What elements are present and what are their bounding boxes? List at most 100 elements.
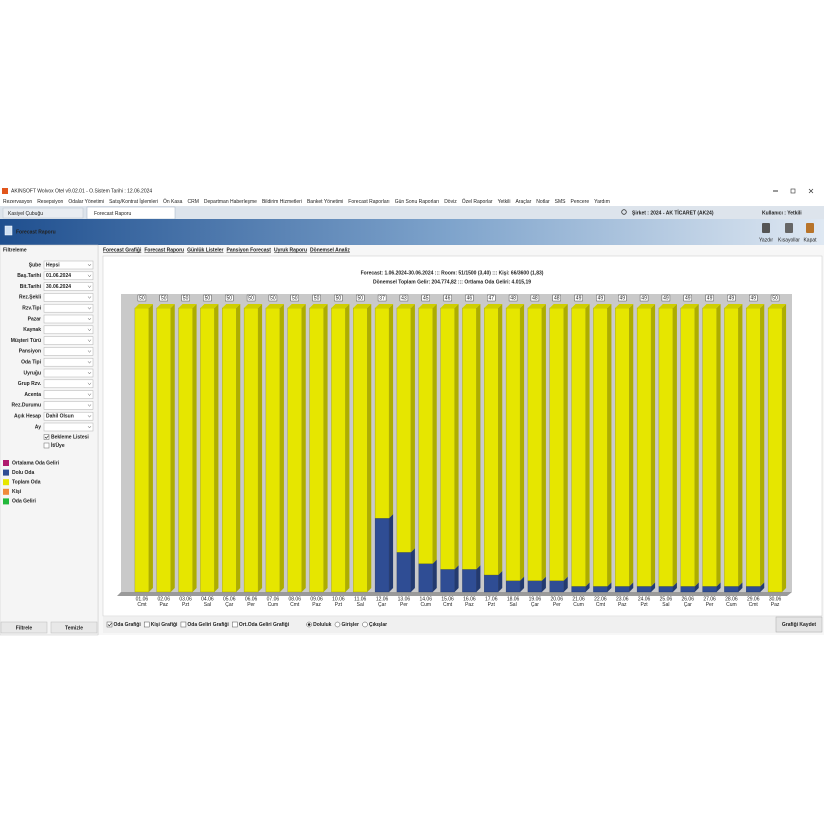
toolbar-icon[interactable] bbox=[762, 223, 770, 233]
bar-top bbox=[178, 304, 197, 308]
filter-input[interactable] bbox=[43, 347, 94, 356]
maximize[interactable] bbox=[790, 188, 796, 194]
toolbar-button[interactable]: Kapat bbox=[803, 237, 817, 243]
dropdown-arrow[interactable] bbox=[87, 361, 92, 364]
menu-item[interactable]: Özel Raporlar bbox=[462, 198, 493, 205]
search-icon[interactable] bbox=[621, 209, 627, 215]
dropdown-arrow[interactable] bbox=[87, 382, 92, 386]
menu-item[interactable]: SMS bbox=[555, 199, 567, 205]
menu-item[interactable]: Forecast Raporları bbox=[348, 199, 389, 205]
toolbar-button[interactable]: Yazdır bbox=[759, 237, 773, 243]
value-label: 50 bbox=[139, 295, 145, 301]
menu-item[interactable]: Resepsiyon bbox=[37, 199, 63, 205]
menu-item[interactable]: Ön Kasa bbox=[163, 198, 183, 205]
close[interactable] bbox=[808, 188, 814, 194]
menu-item[interactable]: Departman Haberleşme bbox=[204, 199, 257, 205]
menu-item[interactable]: Notlar bbox=[536, 199, 550, 205]
dropdown-arrow[interactable] bbox=[87, 404, 92, 407]
sidebar-button-label[interactable]: Temizle bbox=[65, 625, 83, 631]
dropdown-arrow[interactable] bbox=[87, 415, 92, 418]
subtab[interactable]: Forecast Raporu bbox=[144, 247, 184, 253]
filter-input[interactable] bbox=[43, 411, 94, 421]
tab-label[interactable]: Kasiyel Çubuğu bbox=[8, 211, 43, 217]
checkbox-label[interactable]: Oda Grafiği bbox=[114, 622, 142, 628]
radio-dot bbox=[307, 623, 311, 626]
filter-input[interactable] bbox=[43, 422, 94, 432]
toolbar-icon[interactable] bbox=[785, 223, 793, 233]
filter-input[interactable] bbox=[43, 271, 94, 281]
filter-input[interactable] bbox=[43, 314, 94, 324]
filter-input[interactable] bbox=[43, 379, 94, 389]
filter-input[interactable] bbox=[43, 282, 94, 291]
sidebar-button-label[interactable]: Filtrele bbox=[16, 625, 33, 631]
subtab[interactable]: Pansiyon Forecast bbox=[227, 247, 272, 253]
filter-input[interactable] bbox=[43, 336, 94, 345]
radio-label[interactable]: Çıkışlar bbox=[369, 622, 387, 628]
dropdown-arrow[interactable] bbox=[87, 393, 92, 397]
radio-label[interactable]: Girişler bbox=[341, 622, 359, 628]
sidebar-button[interactable] bbox=[0, 621, 48, 634]
radio[interactable] bbox=[334, 621, 341, 628]
checkbox[interactable] bbox=[180, 621, 187, 628]
checkbox-label[interactable]: İt/Üye bbox=[51, 442, 65, 449]
menu-item[interactable]: CRM bbox=[187, 199, 198, 205]
dropdown-arrow[interactable] bbox=[87, 274, 92, 278]
subtab[interactable]: Günlük Listeler bbox=[187, 247, 223, 253]
toolbar-button[interactable]: Kısayollar bbox=[778, 237, 800, 243]
value-label-box bbox=[225, 294, 234, 302]
filter-input[interactable] bbox=[43, 293, 94, 302]
menu-item[interactable]: Yetkili bbox=[498, 199, 511, 205]
menu-item[interactable]: Gün Sonu Raporları bbox=[395, 199, 439, 205]
menu-item[interactable]: Döviz bbox=[444, 199, 457, 205]
menu-item[interactable]: Banket Yönetimi bbox=[307, 199, 343, 205]
tab[interactable] bbox=[2, 207, 84, 219]
save-button[interactable] bbox=[775, 616, 823, 633]
dropdown-arrow[interactable] bbox=[87, 285, 92, 289]
menu-item[interactable]: Yardım bbox=[594, 199, 610, 205]
filter-input[interactable] bbox=[43, 368, 94, 378]
dropdown-arrow[interactable] bbox=[87, 263, 92, 267]
dropdown-arrow[interactable] bbox=[87, 296, 92, 299]
bar-side bbox=[694, 304, 699, 587]
dropdown-arrow[interactable] bbox=[87, 339, 92, 343]
subtab[interactable]: Dönemsel Analiz bbox=[310, 247, 350, 253]
save-button-label[interactable]: Grafiği Kaydet bbox=[782, 622, 817, 628]
menu-item[interactable]: Satış/Kontrat İşlemleri bbox=[109, 198, 158, 205]
filter-input[interactable] bbox=[43, 401, 94, 410]
filter-label: Rzv.Tipi bbox=[22, 306, 41, 312]
menu-item[interactable]: Odalar Yönetimi bbox=[68, 199, 104, 205]
checkbox-label[interactable]: Bekleme Listesi bbox=[51, 434, 89, 440]
dropdown-arrow[interactable] bbox=[87, 371, 92, 375]
checkbox-label[interactable]: Oda Geliri Grafiği bbox=[187, 622, 229, 628]
filter-input[interactable] bbox=[43, 325, 94, 335]
dropdown-arrow[interactable] bbox=[87, 328, 92, 332]
bar-top bbox=[265, 304, 284, 308]
toolbar-icon[interactable] bbox=[806, 223, 814, 233]
filter-input[interactable] bbox=[43, 260, 94, 270]
checkbox[interactable] bbox=[43, 442, 50, 449]
checkbox[interactable] bbox=[106, 621, 113, 628]
filter-input[interactable] bbox=[43, 303, 94, 313]
checkbox[interactable] bbox=[143, 621, 150, 628]
radio[interactable] bbox=[362, 621, 368, 628]
menu-item[interactable]: Pencere bbox=[570, 199, 589, 205]
sidebar-button[interactable] bbox=[50, 621, 98, 634]
menu-item[interactable]: Araçlar bbox=[515, 199, 531, 205]
tab-label[interactable]: Forecast Raporu bbox=[94, 211, 131, 217]
filter-input[interactable] bbox=[43, 357, 94, 367]
menu-item[interactable]: Bildirim Hizmetleri bbox=[262, 199, 302, 205]
dropdown-arrow[interactable] bbox=[87, 317, 92, 321]
filter-input[interactable] bbox=[43, 390, 94, 399]
dropdown-arrow[interactable] bbox=[87, 425, 92, 429]
dropdown-arrow[interactable] bbox=[87, 307, 92, 310]
checkbox-label[interactable]: Kişi Grafiği bbox=[151, 622, 178, 628]
dropdown-arrow[interactable] bbox=[87, 350, 92, 353]
checkbox[interactable] bbox=[43, 434, 50, 440]
bar-top bbox=[222, 304, 241, 308]
menu-item[interactable]: Rezervasyon bbox=[3, 199, 32, 205]
checkbox[interactable] bbox=[232, 621, 238, 628]
checkbox-label[interactable]: Ort.Oda Geliri Grafiği bbox=[239, 622, 290, 628]
subtab[interactable]: Forecast Grafiği bbox=[103, 247, 142, 253]
radio-label[interactable]: Doluluk bbox=[313, 622, 332, 628]
subtab[interactable]: Uyruk Raporu bbox=[274, 247, 307, 253]
